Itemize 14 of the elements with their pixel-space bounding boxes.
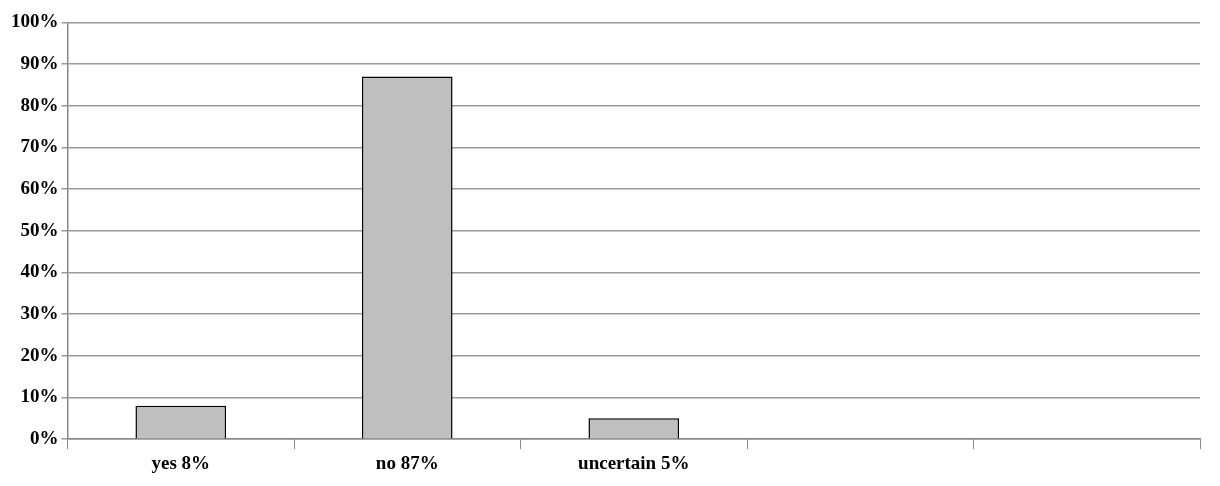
y-tick-label: 10% [20, 385, 59, 407]
y-tick-label: 90% [20, 51, 59, 73]
y-tick-label: 70% [20, 135, 59, 157]
y-tick-label: 80% [20, 93, 59, 115]
y-tick-label: 20% [20, 343, 59, 365]
y-tick-label: 0% [30, 427, 59, 449]
y-tick-label: 50% [20, 218, 59, 240]
x-tick-label: no 87% [375, 451, 439, 473]
y-tick-label: 40% [20, 260, 59, 282]
x-tick-label: yes 8% [151, 451, 211, 473]
y-tick-label: 30% [20, 302, 59, 324]
y-tick-label: 60% [20, 177, 59, 199]
x-tick-label: uncertain 5% [578, 451, 690, 473]
y-tick-label: 100% [11, 10, 59, 32]
